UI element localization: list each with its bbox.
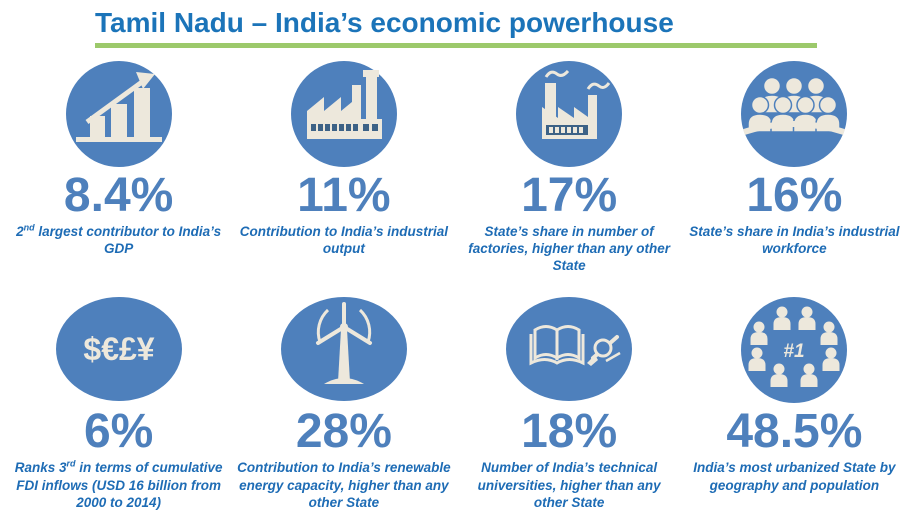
- stat-tile-workforce: 16% State’s share in India’s industrial …: [682, 60, 907, 275]
- stat-value: 48.5%: [726, 405, 863, 459]
- currency-symbols: $€£¥: [83, 331, 154, 367]
- stat-tile-universities: 18% Number of India’s technical universi…: [457, 296, 682, 511]
- stat-caption: State’s share in India’s industrial work…: [689, 223, 900, 256]
- wind-turbine-icon: [280, 297, 407, 402]
- stat-tile-gdp: 8.4% 2nd largest contributor to India’s …: [6, 60, 231, 275]
- stat-caption: 2nd largest contributor to India’s GDP: [16, 222, 222, 256]
- stat-caption: India’s most urbanized State by geograph…: [693, 460, 896, 493]
- workforce-icon: [741, 60, 848, 167]
- stat-caption: Number of India’s technical universities…: [477, 460, 661, 510]
- factory-smoke-icon: [516, 60, 623, 167]
- stat-tile-renewable: 28% Contribution to India’s renewable en…: [231, 296, 456, 511]
- stat-caption: Ranks 3rd in terms of cumulative FDI inf…: [14, 458, 223, 510]
- icon-wrap: [290, 60, 397, 168]
- factory-icon: [290, 60, 397, 167]
- icon-wrap: $€£¥: [55, 296, 183, 404]
- growth-chart-icon: [65, 60, 172, 167]
- stat-caption: State’s share in number of factories, hi…: [468, 223, 671, 274]
- stat-tile-industrial-output: 11% Contribution to India’s industrial o…: [231, 60, 456, 275]
- stat-value: 8.4%: [63, 168, 174, 222]
- icon-wrap: [516, 60, 623, 168]
- icon-wrap: #1: [741, 296, 848, 404]
- stat-value: 11%: [297, 168, 391, 222]
- urban-rank-icon: #1: [741, 297, 848, 404]
- stat-value: 6%: [83, 405, 154, 459]
- icon-wrap: [65, 60, 172, 168]
- stat-value: 17%: [521, 168, 618, 222]
- stat-tile-factories: 17% State’s share in number of factories…: [457, 60, 682, 275]
- stat-value: 28%: [295, 405, 392, 459]
- page-title: Tamil Nadu – India’s economic powerhouse: [95, 7, 674, 38]
- icon-wrap: [741, 60, 848, 168]
- icon-wrap: [280, 296, 408, 404]
- title-underline: [95, 42, 817, 48]
- icon-wrap: [505, 296, 633, 404]
- rank-number-label: #1: [784, 341, 805, 362]
- stat-value: 16%: [746, 168, 843, 222]
- stat-caption: Contribution to India’s renewable energy…: [237, 460, 451, 510]
- header: Tamil Nadu – India’s economic powerhouse: [0, 0, 911, 48]
- currency-icon: $€£¥: [55, 297, 182, 402]
- stats-grid: 8.4% 2nd largest contributor to India’s …: [0, 48, 911, 512]
- stat-tile-urbanization: #1 48.5% India’s most urbanized State by…: [682, 296, 907, 511]
- stat-value: 18%: [521, 405, 618, 459]
- book-pen-icon: [506, 297, 633, 402]
- stat-tile-fdi: $€£¥ 6% Ranks 3rd in terms of cumulative…: [6, 296, 231, 511]
- stat-caption: Contribution to India’s industrial outpu…: [239, 223, 448, 256]
